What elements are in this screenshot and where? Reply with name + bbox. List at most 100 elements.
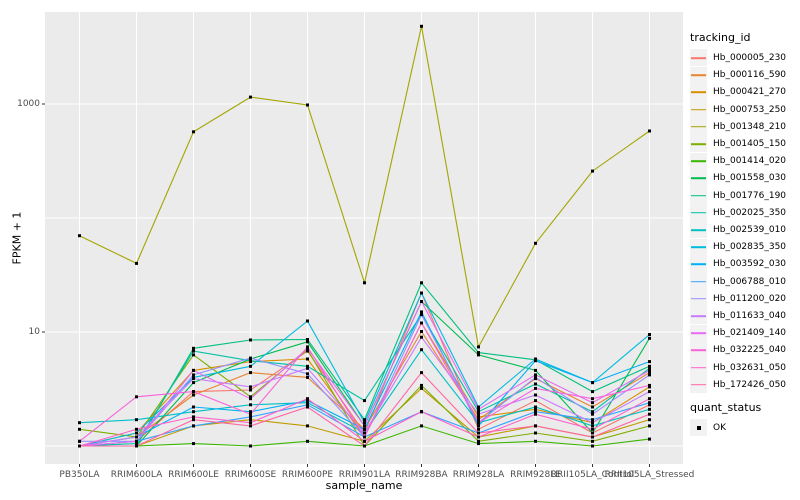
data-point	[306, 401, 309, 405]
data-point	[249, 364, 252, 368]
data-point	[306, 375, 309, 379]
data-point	[477, 351, 480, 355]
data-point	[534, 424, 537, 428]
data-point	[306, 399, 309, 403]
x-tick-label: RRIM928LA	[452, 470, 505, 480]
legend-item-label: Hb_001414_020	[713, 156, 787, 167]
legend-item-label: Hb_001558_030	[713, 173, 787, 184]
legend-color-swatch	[690, 359, 707, 377]
data-point	[363, 431, 366, 435]
y-tick-label: 1000	[17, 98, 40, 109]
legend-item-label: Hb_001776_190	[713, 190, 787, 201]
data-point	[648, 407, 651, 411]
legend-item-label: Hb_000753_250	[713, 104, 787, 115]
data-point	[192, 349, 195, 353]
data-point	[363, 444, 366, 448]
legend-color-swatch	[690, 83, 707, 101]
legend-item-label: Hb_002025_350	[713, 207, 787, 218]
data-point	[420, 300, 423, 303]
legend-item: Hb_000116_590	[690, 66, 786, 84]
data-point	[192, 346, 195, 350]
data-point	[477, 439, 480, 443]
data-point	[192, 410, 195, 414]
data-point	[591, 401, 594, 405]
legend-color-swatch	[690, 187, 707, 205]
data-point	[477, 418, 480, 422]
data-point	[249, 418, 252, 422]
data-point	[363, 399, 366, 403]
legend-item: Hb_001558_030	[690, 169, 787, 187]
data-point	[648, 360, 651, 364]
legend-item: Hb_011633_040	[690, 307, 786, 325]
legend-item-label: Hb_006788_010	[713, 276, 787, 287]
x-tick-label: RRIM901LA	[338, 470, 391, 480]
data-point	[78, 444, 81, 448]
legend-color-swatch	[690, 118, 707, 136]
x-tick-label: RRIM928BA	[395, 470, 448, 480]
legend-color-swatch	[690, 169, 707, 187]
data-point	[648, 371, 651, 375]
data-point	[249, 385, 252, 389]
data-point	[534, 410, 537, 414]
data-point	[78, 421, 81, 425]
data-point	[306, 340, 309, 344]
legend-item: Hb_001414_020	[690, 152, 787, 170]
data-point	[534, 405, 537, 409]
data-point	[648, 397, 651, 401]
data-point	[420, 410, 423, 414]
legend-item: Hb_032631_050	[690, 359, 786, 377]
legend-title-quant-status: quant_status	[690, 401, 762, 414]
data-point	[477, 435, 480, 439]
data-point	[648, 373, 651, 377]
data-point	[648, 383, 651, 387]
legend-color-swatch	[690, 204, 707, 222]
data-point	[534, 407, 537, 411]
data-point	[477, 345, 480, 349]
data-point	[534, 393, 537, 397]
data-point	[591, 444, 594, 448]
data-point	[306, 338, 309, 341]
legend-item-label: Hb_000421_270	[713, 87, 787, 98]
ok-point-swatch	[690, 419, 707, 437]
data-point	[420, 330, 423, 333]
data-point	[363, 424, 366, 428]
data-point	[192, 418, 195, 422]
data-point	[420, 348, 423, 352]
data-point	[591, 410, 594, 414]
legend-line-icon	[691, 332, 706, 334]
data-point	[249, 444, 252, 448]
data-point	[249, 403, 252, 407]
legend-item: Hb_002025_350	[690, 204, 787, 222]
data-point	[534, 399, 537, 403]
data-point	[420, 383, 423, 387]
legend-line-icon	[691, 125, 706, 128]
legend-color-swatch	[690, 290, 707, 308]
legend-color-swatch	[690, 101, 707, 119]
data-point	[249, 388, 252, 392]
data-point	[477, 405, 480, 409]
legend-line-icon	[691, 177, 706, 180]
legend-line-icon	[691, 160, 706, 162]
legend-item-label: Hb_002835_350	[713, 242, 787, 253]
data-point	[249, 415, 252, 419]
data-point	[534, 382, 537, 386]
data-point	[78, 427, 81, 431]
data-point	[591, 424, 594, 428]
data-point	[477, 415, 480, 419]
data-point	[648, 412, 651, 416]
legend-line-icon	[691, 74, 706, 76]
data-point	[249, 359, 252, 363]
data-point	[135, 395, 138, 399]
data-point	[192, 442, 195, 446]
legend-item-ok-label: OK	[713, 422, 726, 433]
data-point	[420, 313, 423, 317]
data-point	[306, 403, 309, 407]
data-point	[249, 95, 252, 99]
data-point	[249, 338, 252, 342]
legend-item: Hb_172426_050	[690, 376, 786, 394]
data-point	[192, 377, 195, 381]
x-tick-label: RRIM600LA	[110, 470, 163, 480]
y-axis-title: FPKM + 1	[10, 211, 24, 265]
legend-line-icon	[691, 366, 706, 369]
